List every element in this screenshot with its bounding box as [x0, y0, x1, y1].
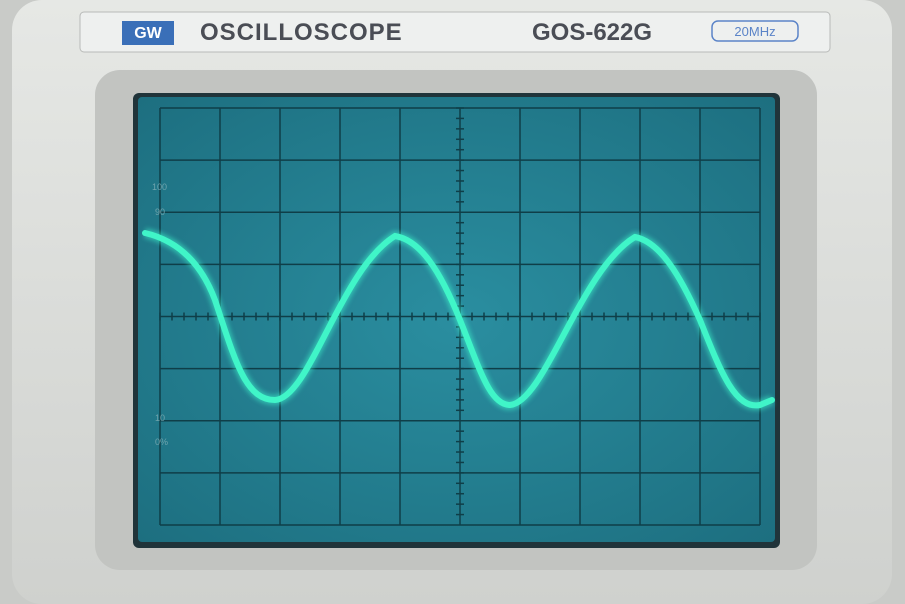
- brand: GW: [134, 25, 162, 42]
- bandwidth: 20MHz: [734, 24, 775, 39]
- graticule-label: 90: [155, 207, 165, 217]
- graticule-label: 0%: [155, 437, 168, 447]
- graticule-label: 10: [155, 413, 165, 423]
- graticule-label: 100: [152, 182, 167, 192]
- brand-badge: [122, 21, 174, 45]
- top-panel: [79, 11, 831, 53]
- panel-title: OSCILLOSCOPE: [200, 19, 403, 46]
- model: GOS-622G: [532, 19, 652, 46]
- bandwidth-box: [711, 20, 799, 42]
- trace: [142, 230, 775, 409]
